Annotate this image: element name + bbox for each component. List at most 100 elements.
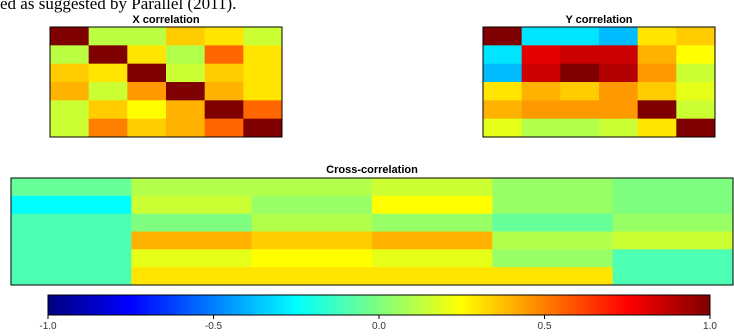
x-correlation-cell	[88, 63, 128, 83]
cross-correlation-cell	[612, 267, 734, 286]
x-correlation-cell	[88, 27, 128, 46]
y-correlation-cell	[676, 82, 716, 101]
y-correlation-cell	[521, 82, 561, 101]
x-correlation-cell	[127, 82, 167, 101]
cross-correlation-cell	[612, 195, 734, 215]
y-correlation-cell	[521, 27, 561, 46]
x-correlation-cell	[88, 118, 128, 138]
x-correlation-cell	[243, 27, 283, 46]
cross-correlation-cell	[251, 213, 373, 232]
x-correlation-heatmap	[49, 26, 283, 138]
y-correlation-cell	[676, 63, 716, 83]
cross-correlation-cell	[131, 249, 253, 268]
y-correlation-cell	[637, 118, 677, 138]
colorbar-tick-label: -0.5	[205, 321, 223, 332]
y-correlation-cell	[560, 82, 600, 101]
colorbar-tick-label: 0.0	[372, 321, 386, 332]
cross-correlation-title: Cross-correlation	[326, 164, 418, 176]
y-correlation-cell	[599, 27, 639, 46]
cross-correlation-cell	[492, 178, 614, 197]
colorbar-tick-label: 1.0	[703, 321, 717, 332]
y-correlation-border	[482, 26, 716, 138]
x-correlation-cell	[50, 27, 90, 46]
y-correlation-cell	[637, 27, 677, 46]
x-correlation-cell	[88, 82, 128, 101]
y-correlation-cell	[560, 45, 600, 65]
x-correlation-cell	[243, 45, 283, 65]
x-correlation-cell	[127, 63, 167, 83]
cross-correlation-cell	[372, 231, 493, 250]
cross-correlation-cell	[131, 195, 253, 215]
cross-correlation-cell	[251, 195, 373, 215]
x-correlation-cell	[204, 100, 244, 120]
cross-correlation-cell	[131, 231, 253, 250]
cross-correlation-cell	[372, 195, 493, 215]
cross-correlation-cell	[251, 249, 373, 268]
x-correlation-cell	[243, 100, 283, 120]
cross-correlation-cell	[612, 249, 734, 268]
x-correlation-cell	[127, 27, 167, 46]
y-correlation-cell	[483, 27, 523, 46]
cross-correlation-cell	[11, 231, 132, 250]
y-correlation-cell	[483, 82, 523, 101]
y-correlation-cell	[637, 45, 677, 65]
cross-correlation-cell	[11, 249, 132, 268]
y-correlation-cell	[560, 63, 600, 83]
y-correlation-heatmap	[482, 26, 716, 138]
x-correlation-cell	[243, 118, 283, 138]
cross-correlation-cell	[372, 213, 493, 232]
y-correlation-cell	[560, 118, 600, 138]
y-correlation-cell	[599, 45, 639, 65]
x-correlation-cell	[50, 63, 90, 83]
y-correlation-cell	[560, 100, 600, 120]
cross-correlation-border	[10, 177, 734, 286]
cross-correlation-cell	[492, 249, 614, 268]
x-correlation-cell	[204, 82, 244, 101]
colorbar-tick-label: -1.0	[39, 321, 57, 332]
y-correlation-cell	[483, 100, 523, 120]
y-correlation-cell	[676, 27, 716, 46]
y-correlation-cell	[560, 27, 600, 46]
x-correlation-cell	[204, 27, 244, 46]
cross-correlation-cell	[251, 267, 373, 286]
y-correlation-cell	[521, 45, 561, 65]
cross-correlation-cell	[11, 178, 132, 197]
cross-correlation-cell	[492, 213, 614, 232]
y-correlation-cell	[521, 100, 561, 120]
x-correlation-cell	[204, 63, 244, 83]
cross-correlation-cell	[372, 249, 493, 268]
cross-correlation-cell	[612, 213, 734, 232]
cross-correlation-cell	[492, 231, 614, 250]
y-correlation-cell	[676, 45, 716, 65]
cross-correlation-cell	[251, 178, 373, 197]
x-correlation-cell	[166, 45, 206, 65]
x-correlation-cell	[204, 45, 244, 65]
x-correlation-cell	[166, 82, 206, 101]
x-correlation-border	[49, 26, 283, 138]
cross-correlation-cell	[251, 231, 373, 250]
y-correlation-cell	[521, 118, 561, 138]
x-correlation-cell	[127, 118, 167, 138]
x-correlation-cell	[204, 118, 244, 138]
x-correlation-cell	[243, 82, 283, 101]
cross-correlation-cell	[612, 178, 734, 197]
cross-correlation-cell	[131, 178, 253, 197]
cross-correlation-cell	[11, 213, 132, 232]
x-correlation-cell	[166, 27, 206, 46]
y-correlation-cell	[637, 63, 677, 83]
x-correlation-cell	[50, 118, 90, 138]
cross-correlation-cell	[131, 213, 253, 232]
y-correlation-cell	[676, 100, 716, 120]
y-correlation-cell	[521, 63, 561, 83]
cross-correlation-cell	[11, 267, 132, 286]
y-correlation-cell	[599, 82, 639, 101]
cross-correlation-cell	[131, 267, 253, 286]
cross-correlation-cell	[11, 195, 132, 215]
cross-correlation-cell	[492, 195, 614, 215]
x-correlation-cell	[88, 100, 128, 120]
y-correlation-cell	[483, 63, 523, 83]
x-correlation-cell	[243, 63, 283, 83]
colorbar	[47, 294, 711, 316]
y-correlation-cell	[599, 63, 639, 83]
